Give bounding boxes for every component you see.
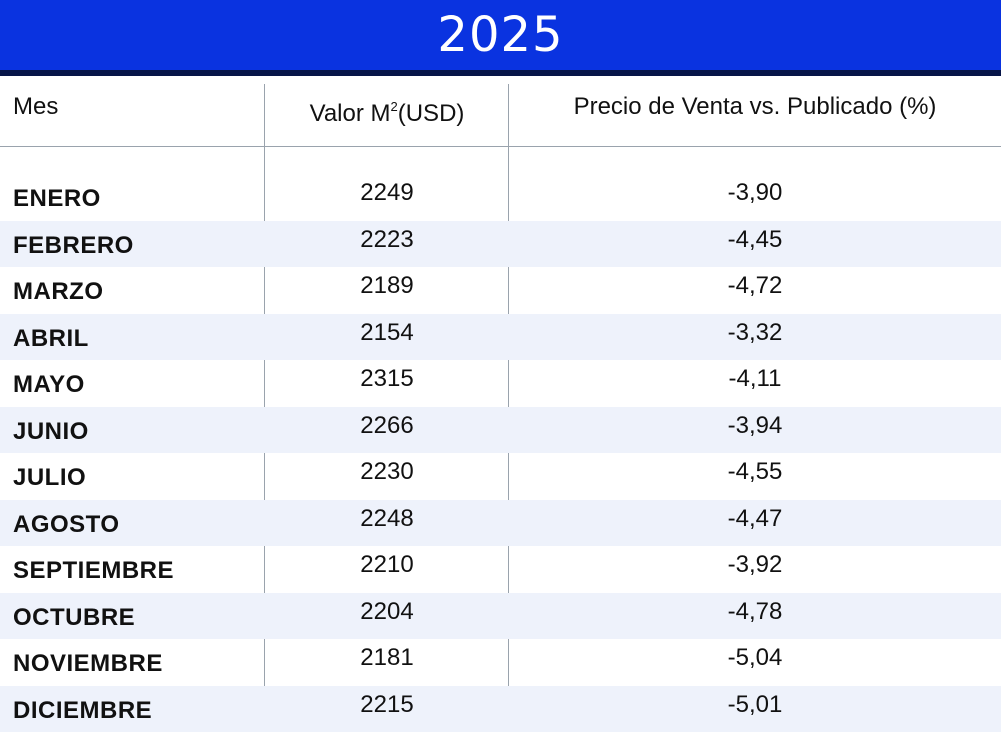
cell-mes: AGOSTO bbox=[13, 502, 120, 549]
title-banner: 2025 bbox=[0, 0, 1001, 70]
cell-mes: OCTUBRE bbox=[13, 595, 135, 642]
cell-precio: -4,47 bbox=[509, 496, 1001, 543]
cell-mes: MAYO bbox=[13, 362, 85, 409]
cell-valor: 2181 bbox=[265, 635, 509, 682]
cell-mes: NOVIEMBRE bbox=[13, 641, 163, 688]
cell-mes: FEBRERO bbox=[13, 223, 134, 270]
cell-precio: -3,94 bbox=[509, 403, 1001, 450]
page-title: 2025 bbox=[437, 7, 563, 63]
cell-precio: -4,11 bbox=[509, 356, 1001, 403]
cell-valor: 2266 bbox=[265, 403, 509, 450]
cell-mes: SEPTIEMBRE bbox=[13, 548, 174, 595]
header-valor-superscript: 2 bbox=[391, 99, 398, 114]
header-divider bbox=[0, 146, 1001, 147]
cell-precio: -4,55 bbox=[509, 449, 1001, 496]
cell-valor: 2154 bbox=[265, 310, 509, 357]
cell-precio: -4,72 bbox=[509, 263, 1001, 310]
cell-precio: -5,04 bbox=[509, 635, 1001, 682]
header-valor-unit: (USD) bbox=[398, 100, 465, 127]
cell-mes: ENERO bbox=[13, 176, 101, 223]
cell-valor: 2215 bbox=[265, 682, 509, 729]
cell-precio: -5,01 bbox=[509, 682, 1001, 729]
header-valor-label: Valor M bbox=[310, 100, 391, 127]
header-precio: Precio de Venta vs. Publicado (%) bbox=[509, 92, 1001, 122]
cell-precio: -3,92 bbox=[509, 542, 1001, 589]
cell-mes: JUNIO bbox=[13, 409, 89, 456]
cell-precio: -4,78 bbox=[509, 589, 1001, 636]
cell-valor: 2223 bbox=[265, 217, 509, 264]
header-valor: Valor M2(USD) bbox=[265, 92, 509, 122]
cell-valor: 2248 bbox=[265, 496, 509, 543]
banner-divider bbox=[0, 70, 1001, 76]
cell-mes: MARZO bbox=[13, 269, 103, 316]
cell-valor: 2315 bbox=[265, 356, 509, 403]
cell-valor: 2249 bbox=[265, 170, 509, 217]
cell-valor: 2189 bbox=[265, 263, 509, 310]
cell-valor: 2210 bbox=[265, 542, 509, 589]
cell-valor: 2230 bbox=[265, 449, 509, 496]
cell-precio: -3,90 bbox=[509, 170, 1001, 217]
cell-precio: -4,45 bbox=[509, 217, 1001, 264]
header-mes: Mes bbox=[13, 92, 58, 122]
cell-mes: DICIEMBRE bbox=[13, 688, 152, 734]
cell-mes: JULIO bbox=[13, 455, 86, 502]
cell-mes: ABRIL bbox=[13, 316, 89, 363]
cell-valor: 2204 bbox=[265, 589, 509, 636]
cell-precio: -3,32 bbox=[509, 310, 1001, 357]
